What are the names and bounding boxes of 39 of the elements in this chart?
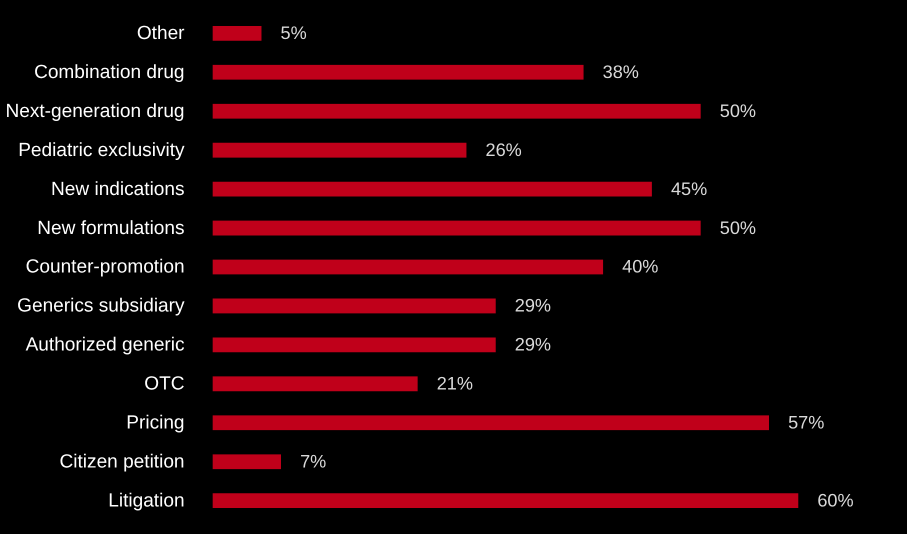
data-label: 60% [817, 490, 854, 510]
bar [212, 376, 418, 392]
bar [212, 298, 496, 314]
y-tick-label: Next-generation drug [5, 100, 185, 122]
data-label: 40% [622, 256, 658, 277]
data-label: 7% [300, 451, 326, 472]
y-tick-label: New formulations [37, 218, 185, 239]
bar [212, 182, 652, 197]
y-tick-label: Counter-promotion [26, 256, 185, 278]
bar [212, 26, 262, 41]
bar [212, 337, 496, 352]
data-label: 57% [788, 412, 824, 432]
data-label: 26% [486, 140, 522, 160]
y-tick-label: Authorized generic [26, 334, 186, 356]
bar [212, 104, 701, 119]
y-tick-label: Generics subsidiary [17, 296, 185, 317]
y-tick-label: OTC [144, 374, 185, 395]
y-tick-label: Litigation [108, 490, 185, 512]
data-label: 21% [436, 374, 473, 394]
data-label: 50% [720, 218, 756, 238]
bar [212, 493, 798, 508]
bar [212, 220, 701, 236]
data-label: 38% [602, 62, 639, 82]
data-label: 5% [280, 23, 307, 44]
y-tick-label: Other [136, 23, 186, 44]
y-tick-label: Pediatric exclusivity [18, 140, 186, 161]
y-tick-label: Pricing [126, 412, 185, 434]
data-label: 29% [514, 296, 552, 316]
bar [212, 260, 604, 274]
bar [212, 415, 769, 430]
y-tick-label: New indications [51, 178, 185, 200]
data-label: 50% [720, 100, 756, 121]
bar [212, 454, 281, 470]
data-label: 45% [670, 178, 708, 199]
bar [212, 142, 466, 158]
data-label: 29% [514, 334, 552, 355]
y-tick-label: Combination drug [34, 62, 185, 84]
y-tick-label: Citizen petition [60, 451, 185, 472]
bar [212, 64, 584, 80]
